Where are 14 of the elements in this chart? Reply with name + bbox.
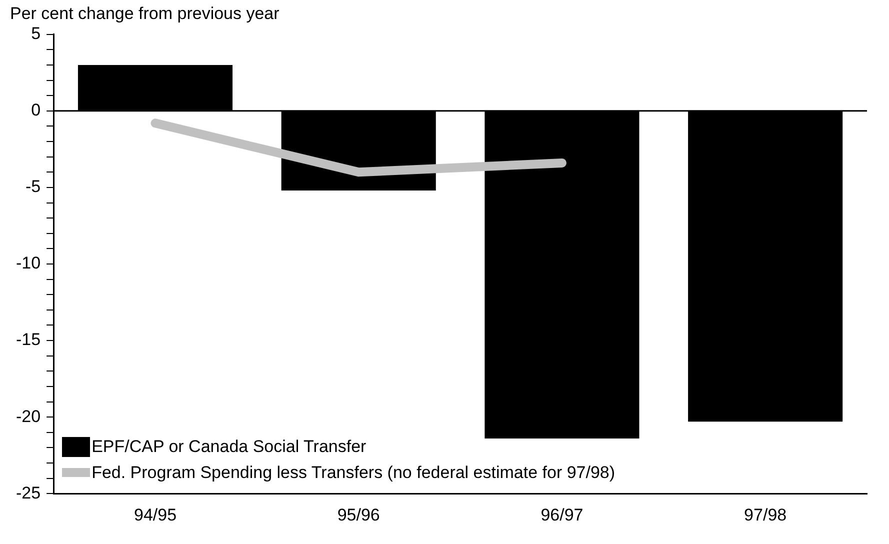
y-tick-label: 0 bbox=[31, 100, 41, 120]
y-tick-label: -20 bbox=[16, 406, 41, 426]
y-tick-label: -5 bbox=[25, 177, 41, 196]
x-tick-label: 96/97 bbox=[540, 505, 584, 524]
y-tick-label: -15 bbox=[16, 330, 41, 350]
x-tick-label: 97/98 bbox=[744, 505, 787, 524]
x-tick-label: 94/95 bbox=[134, 505, 177, 524]
x-tick-label: 95/96 bbox=[337, 505, 380, 524]
y-axis-title: Per cent change from previous year bbox=[10, 4, 280, 23]
y-tick-label: -25 bbox=[16, 483, 41, 502]
legend-label: Fed. Program Spending less Transfers (no federal estimate for 97/98) bbox=[92, 462, 616, 483]
legend-label: EPF/CAP or Canada Social Transfer bbox=[92, 436, 366, 457]
y-tick-label: 5 bbox=[31, 24, 41, 44]
y-tick-label: -10 bbox=[16, 254, 41, 273]
